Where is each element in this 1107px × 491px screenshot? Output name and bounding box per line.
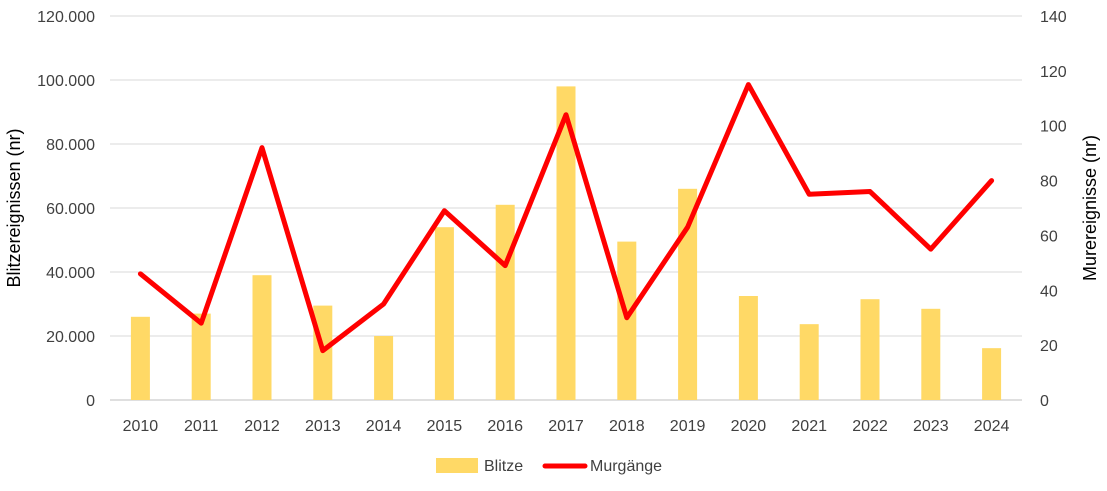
legend-swatch-bar <box>436 458 478 473</box>
x-tick-label: 2023 <box>913 418 949 435</box>
bar <box>861 299 880 400</box>
bar <box>982 348 1001 400</box>
left-tick-label: 0 <box>86 393 95 410</box>
right-tick-label: 80 <box>1040 174 1058 191</box>
bar <box>253 275 272 400</box>
left-axis-ticks: 0 20.000 40.000 60.000 80.000 100.000 120.000 <box>37 9 95 410</box>
x-tick-label: 2016 <box>487 418 523 435</box>
legend-label-line: Murgänge <box>590 458 662 475</box>
bar <box>678 189 697 400</box>
legend: Blitze Murgänge <box>436 458 662 475</box>
bar <box>739 296 758 400</box>
x-tick-label: 2019 <box>670 418 706 435</box>
x-tick-label: 2013 <box>305 418 341 435</box>
x-tick-label: 2015 <box>427 418 463 435</box>
bar <box>496 205 515 400</box>
right-axis-ticks: 0 20 40 60 80 100 120 140 <box>1040 9 1067 410</box>
right-tick-label: 100 <box>1040 119 1067 136</box>
right-tick-label: 60 <box>1040 228 1058 245</box>
x-tick-label: 2018 <box>609 418 645 435</box>
x-tick-label: 2024 <box>974 418 1010 435</box>
left-tick-label: 40.000 <box>46 265 95 282</box>
x-tick-label: 2022 <box>852 418 888 435</box>
x-tick-label: 2017 <box>548 418 584 435</box>
bar <box>617 242 636 400</box>
right-tick-label: 120 <box>1040 64 1067 81</box>
legend-label-bar: Blitze <box>484 458 523 475</box>
left-tick-label: 80.000 <box>46 137 95 154</box>
bar-series <box>131 86 1001 400</box>
left-tick-label: 100.000 <box>37 73 95 90</box>
x-tick-label: 2010 <box>123 418 159 435</box>
x-tick-label: 2012 <box>244 418 280 435</box>
right-tick-label: 20 <box>1040 338 1058 355</box>
x-tick-label: 2011 <box>184 418 219 435</box>
right-tick-label: 140 <box>1040 9 1067 26</box>
left-tick-label: 60.000 <box>46 201 95 218</box>
right-axis-title: Murereignisse (nr) <box>1080 135 1100 281</box>
bar <box>131 317 150 400</box>
bar <box>800 324 819 400</box>
x-tick-label: 2021 <box>791 418 827 435</box>
x-tick-label: 2014 <box>366 418 402 435</box>
left-tick-label: 120.000 <box>37 9 95 26</box>
x-tick-label: 2020 <box>731 418 767 435</box>
bar <box>921 309 940 400</box>
left-axis-title: Blitzereignissen (nr) <box>4 128 24 287</box>
right-tick-label: 40 <box>1040 283 1058 300</box>
bar <box>374 336 393 400</box>
right-tick-label: 0 <box>1040 393 1049 410</box>
bar <box>192 314 211 400</box>
left-tick-label: 20.000 <box>46 329 95 346</box>
bar <box>435 227 454 400</box>
x-axis-ticks: 2010 2011 2012 2013 2014 2015 2016 2017 2018 2019… <box>123 418 1010 435</box>
